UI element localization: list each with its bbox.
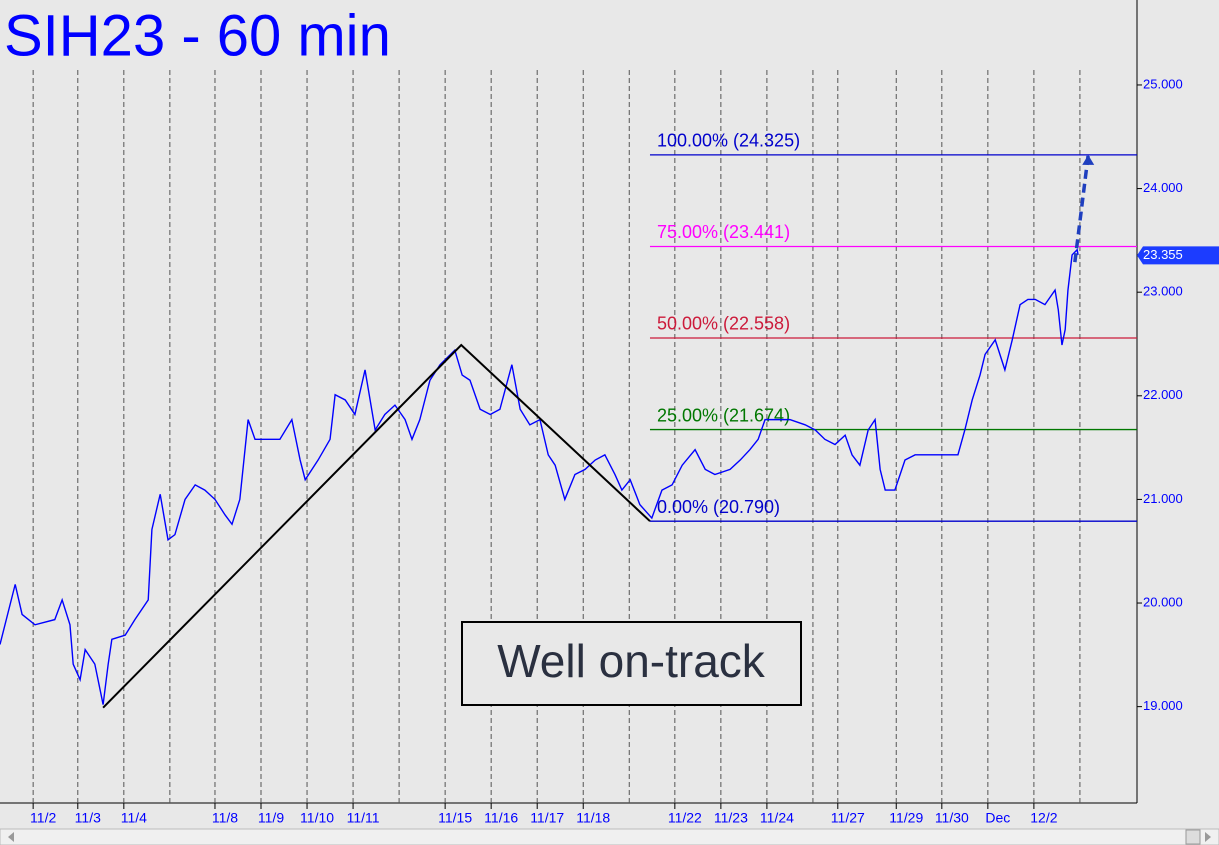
x-tick-label: 11/24 <box>760 810 794 826</box>
y-tick-label: 24.000 <box>1143 180 1183 195</box>
x-tick-label: 11/10 <box>300 810 334 826</box>
x-tick-label: 11/23 <box>714 810 748 826</box>
x-tick-label: 11/4 <box>121 810 147 826</box>
x-tick-label: 12/2 <box>1030 810 1057 826</box>
scrollbar[interactable] <box>0 828 1219 845</box>
pattern-line <box>102 343 651 709</box>
projection-arrow <box>1082 154 1095 165</box>
x-tick-label: 11/9 <box>258 810 284 826</box>
x-tick-label: 11/18 <box>576 810 610 826</box>
x-tick-label: 11/11 <box>347 810 380 826</box>
x-tick-label: 11/2 <box>30 810 56 826</box>
fib-label: 100.00% (24.325) <box>657 131 800 151</box>
fib-label: 0.00% (20.790) <box>657 497 780 517</box>
x-tick-label: 11/3 <box>75 810 101 826</box>
x-tick-label: 11/15 <box>438 810 472 826</box>
x-tick-label: 11/17 <box>530 810 564 826</box>
last-price-label: 23.355 <box>1143 247 1183 262</box>
x-tick-label: Dec <box>985 810 1010 826</box>
fib-label: 25.00% (21.674) <box>657 405 790 425</box>
x-tick-label: 11/27 <box>831 810 865 826</box>
plot: 100.00% (24.325) 75.00% (23.441) 50.00% (2… <box>0 131 1219 709</box>
x-tick-label: 11/22 <box>668 810 702 826</box>
fib-label: 50.00% (22.558) <box>657 314 790 334</box>
y-tick-label: 22.000 <box>1143 387 1183 402</box>
scroll-thumb[interactable] <box>1185 829 1201 845</box>
chart-title: SIH23 - 60 min <box>4 3 391 68</box>
price-line <box>0 248 1079 705</box>
y-tick-label: 23.000 <box>1143 284 1183 299</box>
y-tick-label: 21.000 <box>1143 491 1183 506</box>
scroll-left[interactable] <box>8 832 14 842</box>
annotation-box <box>461 621 802 706</box>
x-tick-label: 11/30 <box>935 810 969 826</box>
scroll-right[interactable] <box>1205 832 1211 842</box>
fib-label: 75.00% (23.441) <box>657 222 790 242</box>
last-price-tag <box>1137 246 1219 265</box>
projection-line <box>1073 154 1090 263</box>
x-tick-label: 11/29 <box>889 810 923 826</box>
x-tick-label: 11/8 <box>212 810 238 826</box>
y-tick-label: 25.000 <box>1143 76 1183 91</box>
grid: 19.000 20.000 21.000 22.000 23.000 24.000 25.0… <box>30 70 1183 826</box>
y-tick-label: 19.000 <box>1143 698 1183 713</box>
annotation: Well on-track <box>497 635 766 687</box>
y-tick-label: 20.000 <box>1143 594 1183 609</box>
x-tick-label: 11/16 <box>484 810 518 826</box>
